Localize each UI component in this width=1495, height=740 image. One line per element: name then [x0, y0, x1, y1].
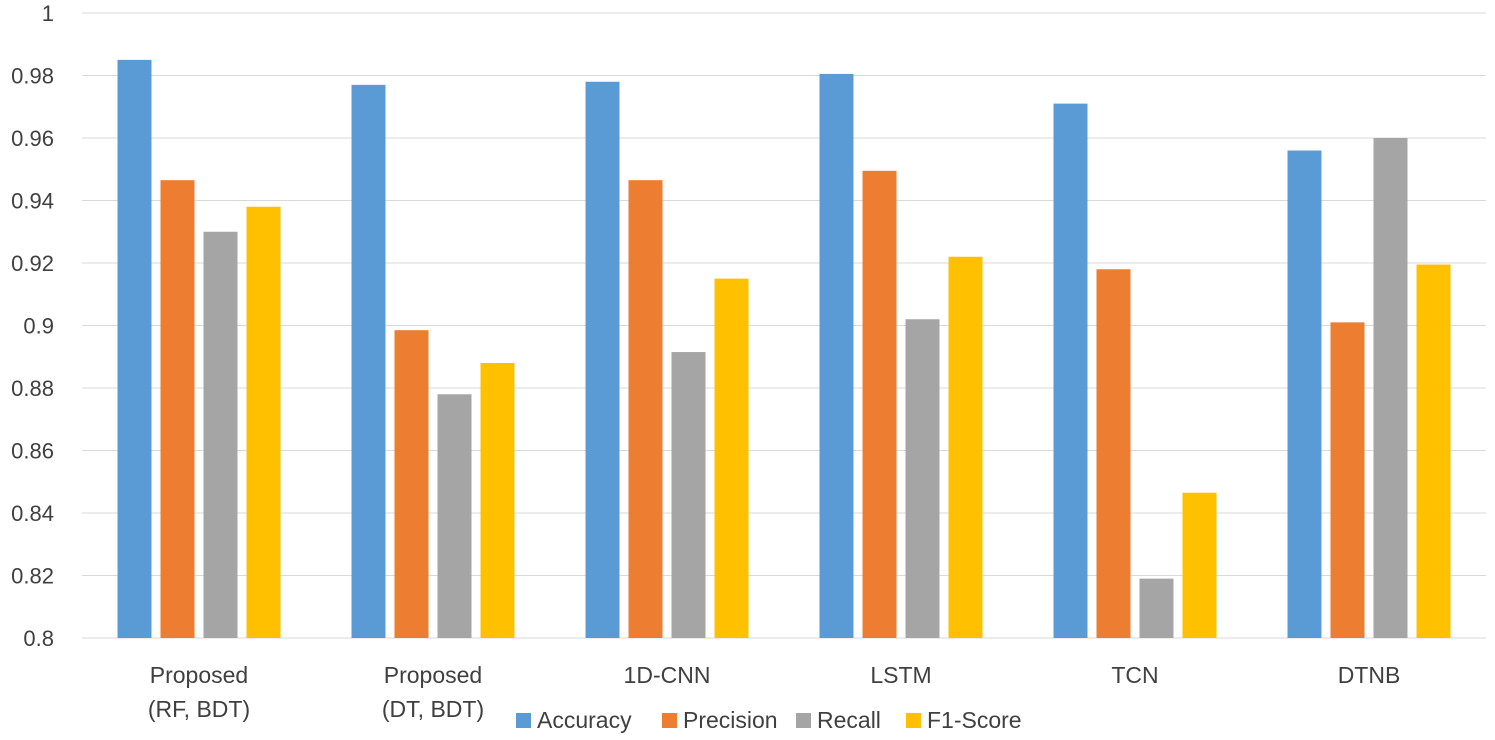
bar-accuracy-2 [351, 84, 386, 638]
bar-precision-2 [394, 330, 429, 638]
bar-f1-score-3 [714, 278, 749, 638]
y-tick-label: 0.96 [11, 126, 54, 151]
gridlines [82, 12, 1486, 639]
bar-f1-score-1 [246, 206, 281, 638]
x-axis: Proposed (RF, BDT) Proposed (DT, BDT) 1D-CNN… [148, 662, 1400, 722]
bar-accuracy-1 [117, 59, 152, 638]
bar-recall-4 [905, 319, 940, 638]
bar-precision-6 [1330, 322, 1365, 638]
y-tick-label: 0.9 [23, 314, 54, 339]
bar-recall-5 [1139, 578, 1174, 638]
bar-precision-1 [160, 180, 195, 638]
bar-recall-3 [671, 352, 706, 638]
legend: Accuracy Precision Recall F1-Score [516, 707, 1022, 733]
y-tick-label: 0.98 [11, 64, 54, 89]
bar-accuracy-6 [1287, 150, 1322, 638]
y-tick-label: 0.94 [11, 189, 54, 214]
y-tick-label: 0.8 [23, 626, 54, 651]
y-tick-label: 0.84 [11, 501, 54, 526]
y-tick-label: 0.88 [11, 376, 54, 401]
bar-precision-4 [862, 170, 897, 638]
legend-swatch-accuracy [516, 713, 531, 728]
x-category-label: Proposed [384, 662, 482, 688]
legend-label: Accuracy [537, 707, 632, 733]
x-category-label: DTNB [1338, 662, 1401, 688]
bar-recall-6 [1373, 138, 1408, 638]
x-category-label: (DT, BDT) [382, 696, 484, 722]
bar-f1-score-4 [948, 256, 983, 638]
bar-recall-1 [203, 231, 238, 638]
legend-swatch-recall [796, 713, 811, 728]
legend-swatch-precision [662, 713, 677, 728]
y-axis: 0.8 0.82 0.84 0.86 0.88 0.9 0.92 0.94 0.96 0.98 1 [11, 1, 54, 651]
bar-precision-3 [628, 180, 663, 638]
legend-label: Recall [817, 707, 881, 733]
bar-f1-score-6 [1416, 264, 1451, 638]
bars [117, 59, 1451, 638]
bar-accuracy-3 [585, 81, 620, 638]
y-tick-label: 0.82 [11, 564, 54, 589]
x-category-label: TCN [1111, 662, 1158, 688]
y-tick-label: 1 [42, 1, 54, 26]
legend-label: Precision [683, 707, 778, 733]
x-category-label: 1D-CNN [624, 662, 711, 688]
bar-accuracy-5 [1053, 103, 1088, 638]
legend-label: F1-Score [927, 707, 1022, 733]
legend-swatch-f1-score [906, 713, 921, 728]
x-category-label: Proposed [150, 662, 248, 688]
bar-f1-score-5 [1182, 492, 1217, 638]
bar-precision-5 [1096, 269, 1131, 638]
bar-f1-score-2 [480, 363, 515, 638]
y-tick-label: 0.86 [11, 439, 54, 464]
bar-accuracy-4 [819, 73, 854, 638]
x-category-label: LSTM [870, 662, 931, 688]
x-category-label: (RF, BDT) [148, 696, 250, 722]
y-tick-label: 0.92 [11, 251, 54, 276]
bar-recall-2 [437, 394, 472, 638]
